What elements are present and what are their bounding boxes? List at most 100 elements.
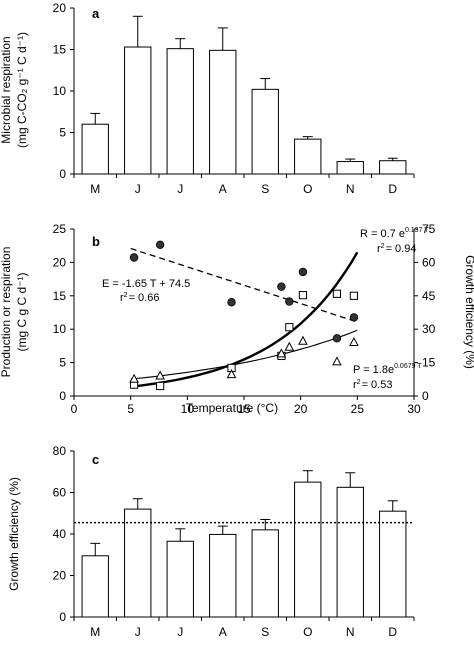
bar-0 — [81, 123, 109, 175]
x-tick-label-2: J — [177, 182, 183, 196]
right-y-tick-label-0: 0 — [422, 389, 429, 403]
panel-a-y-label-line1: Microbial respiration — [0, 36, 13, 143]
bar-2 — [166, 540, 194, 618]
point-efficiency-7 — [349, 313, 359, 322]
bar-5 — [294, 481, 322, 618]
right-y-tick-label-2: 30 — [422, 322, 436, 336]
x-tick-label-4: S — [261, 182, 269, 196]
panel-b-points — [129, 240, 359, 391]
panel-b-temperature-chart: b 0 5 10 15 20 25 30 0 5 10 15 20 25 0 15 30 45 60 75 Te… — [0, 222, 474, 416]
bar-1 — [124, 508, 152, 618]
x-tick-label-0: M — [90, 625, 100, 639]
bar-7 — [379, 160, 407, 175]
y-tick-label-0: 0 — [59, 167, 66, 181]
right-y-tick-label-1: 15 — [422, 356, 436, 370]
left-y-tick-label-4: 20 — [53, 255, 67, 269]
panel-b-r-r2: r2= 0.94 — [377, 243, 416, 255]
panel-b-e-r2: r2= 0.66 — [120, 292, 159, 304]
point-efficiency-2 — [227, 298, 236, 307]
panel-b-left-y-label-line2: (mg C g C d⁻¹) — [15, 272, 29, 351]
point-respiration-7 — [349, 291, 359, 300]
x-tick-label-7: D — [388, 182, 397, 196]
x-tick-label-4: 20 — [294, 402, 308, 416]
point-efficiency-1 — [155, 240, 165, 250]
x-tick-label-6: 30 — [407, 402, 421, 416]
point-production-0 — [129, 373, 139, 383]
y-tick-label-2: 10 — [53, 84, 67, 98]
bar-1 — [124, 46, 152, 175]
bar-4 — [251, 529, 279, 618]
left-y-tick-label-1: 5 — [59, 356, 66, 370]
point-production-4 — [284, 341, 295, 351]
y-tick-label-1: 5 — [59, 126, 66, 140]
y-tick-label-4: 20 — [53, 1, 67, 15]
point-production-1 — [155, 370, 165, 380]
bar-2 — [166, 48, 194, 175]
bar-6 — [336, 486, 364, 618]
left-y-tick-label-0: 0 — [59, 389, 66, 403]
right-y-tick-label-5: 75 — [422, 222, 436, 236]
y-tick-label-3: 60 — [53, 486, 67, 500]
panel-b-fit-lines — [130, 247, 359, 388]
right-y-tick-label-4: 60 — [422, 255, 436, 269]
panel-b-x-ticks: 0 5 10 15 20 25 30 — [71, 396, 421, 416]
right-y-tick-label-3: 45 — [422, 289, 436, 303]
point-efficiency-3 — [277, 282, 286, 291]
bar-7 — [379, 510, 407, 618]
point-respiration-5 — [298, 291, 308, 300]
panel-a-respiration-chart: a 0 5 10 15 20 M J J A S O N D Microbial respiratio… — [0, 1, 415, 196]
fit-line-exp-1 — [130, 251, 359, 388]
x-tick-label-0: 0 — [71, 402, 78, 416]
point-efficiency-6 — [332, 334, 342, 343]
y-tick-label-1: 20 — [53, 569, 67, 583]
point-production-3 — [276, 348, 287, 358]
bar-5 — [294, 138, 322, 175]
point-respiration-4 — [285, 323, 294, 332]
point-efficiency-0 — [129, 253, 139, 262]
panel-a-y-label-line2: (mg C-CO₂ g⁻¹ C d⁻¹) — [15, 32, 29, 148]
panel-b-p-equation: P = 1.8e0.0679 T — [353, 363, 422, 376]
panel-c-y-label: Growth efficiency (%) — [7, 477, 21, 591]
y-tick-label-3: 15 — [53, 43, 67, 57]
x-tick-label-2: 10 — [181, 402, 195, 416]
x-tick-label-3: A — [219, 182, 227, 196]
panel-b-left-y-label-line1: Production or respiration — [0, 247, 13, 378]
panel-c-growth-efficiency-chart: c 0 20 40 60 80 M J J A S O N D Growth efficiency (… — [7, 444, 415, 639]
x-tick-label-7: D — [388, 625, 397, 639]
fit-line-exp-2 — [130, 329, 358, 380]
y-tick-label-0: 0 — [59, 610, 66, 624]
panel-c-letter: c — [92, 452, 99, 467]
x-tick-label-0: M — [90, 182, 100, 196]
point-production-6 — [332, 356, 342, 366]
x-tick-label-3: A — [219, 625, 227, 639]
y-tick-label-2: 40 — [53, 527, 67, 541]
x-tick-label-1: J — [135, 625, 141, 639]
bar-3 — [209, 533, 237, 618]
point-efficiency-5 — [298, 267, 308, 277]
x-tick-label-5: 25 — [351, 402, 365, 416]
x-tick-label-5: O — [303, 625, 312, 639]
bar-3 — [209, 49, 237, 175]
panel-b-left-y-ticks: 0 5 10 15 20 25 — [53, 222, 74, 403]
left-y-tick-label-3: 15 — [53, 289, 67, 303]
panel-c-y-ticks: 0 20 40 60 80 — [53, 444, 74, 624]
panel-c-bars — [81, 470, 407, 618]
point-production-5 — [298, 335, 308, 345]
bar-0 — [81, 555, 109, 618]
panel-b-r-equation: R = 0.7 e0.137 T — [360, 227, 429, 240]
panel-a-letter: a — [92, 6, 100, 21]
panel-b-letter: b — [92, 234, 100, 249]
left-y-tick-label-2: 10 — [53, 322, 67, 336]
point-production-2 — [226, 369, 237, 379]
x-tick-label-6: N — [346, 182, 355, 196]
x-tick-label-6: N — [346, 625, 355, 639]
point-respiration-6 — [332, 289, 342, 298]
x-tick-label-1: J — [135, 182, 141, 196]
panel-b-e-equation: E = -1.65 T + 74.5 — [102, 278, 190, 290]
bar-4 — [251, 88, 279, 175]
x-tick-label-5: O — [303, 182, 312, 196]
x-tick-label-4: S — [261, 625, 269, 639]
